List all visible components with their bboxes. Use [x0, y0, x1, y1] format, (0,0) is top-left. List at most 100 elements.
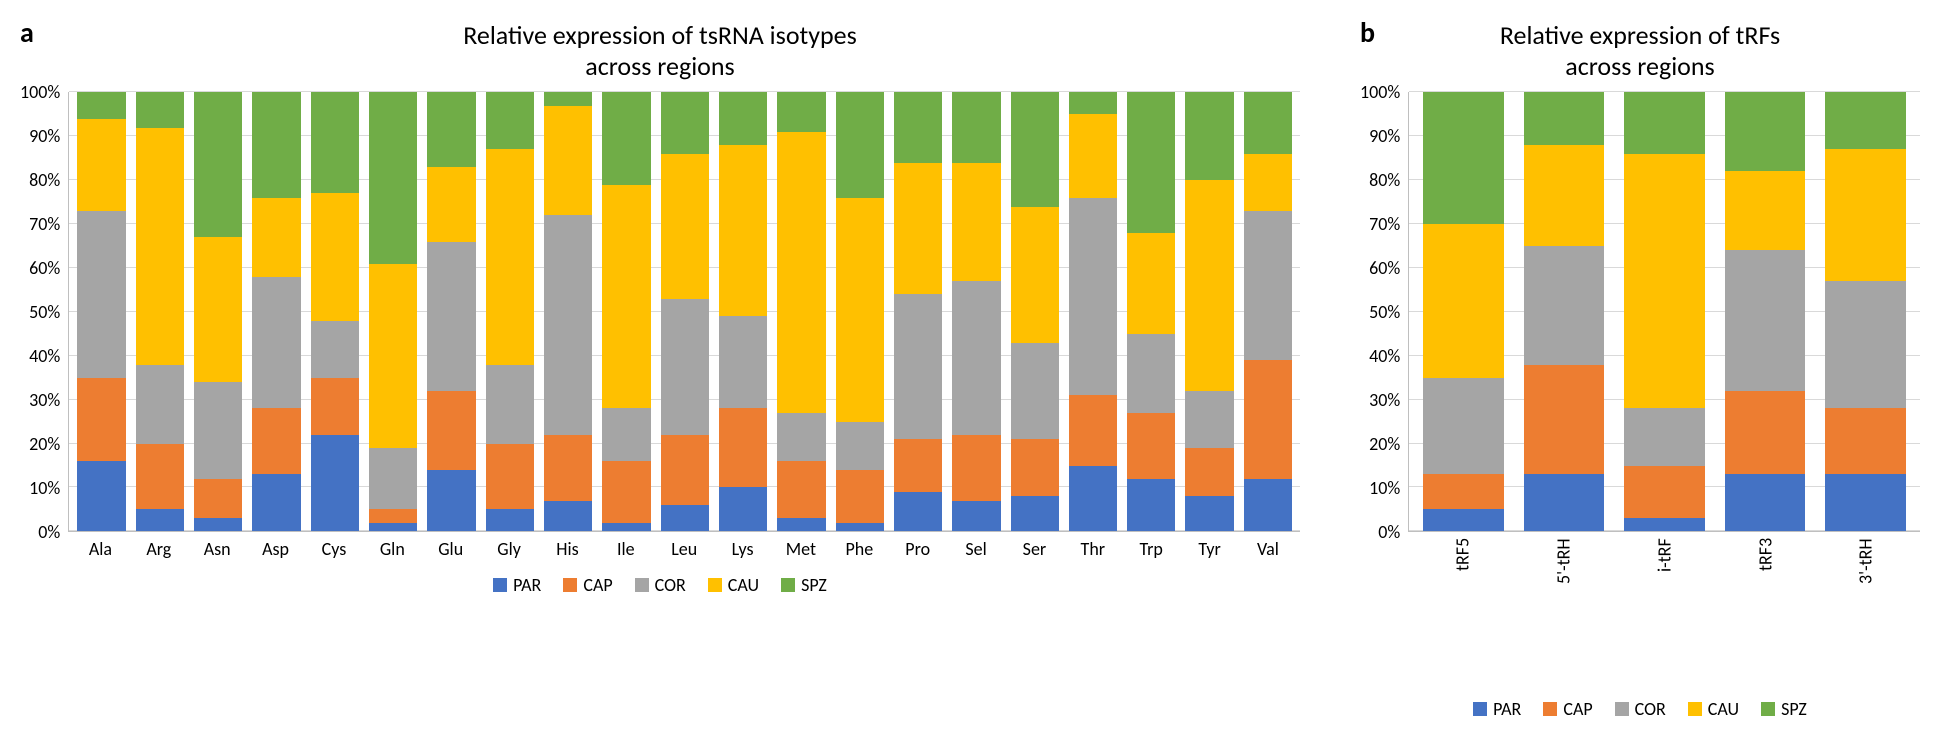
bar-Trp	[1127, 92, 1175, 531]
bar-Arg	[136, 92, 184, 531]
panel-b-y-axis: 100%90%80%70%60%50%40%30%20%10%0%	[1360, 92, 1408, 532]
legend-label: CAU	[728, 574, 759, 596]
seg-CAU	[1524, 145, 1605, 246]
seg-SPZ	[311, 92, 359, 193]
seg-CAP	[602, 461, 650, 522]
seg-CAP	[1244, 360, 1292, 479]
seg-CAU	[1185, 180, 1233, 391]
seg-SPZ	[544, 92, 592, 105]
legend-swatch	[635, 578, 649, 592]
seg-PAR	[1624, 518, 1705, 531]
x-label: His	[543, 538, 591, 560]
seg-COR	[1011, 343, 1059, 440]
panel-b-plot	[1408, 92, 1920, 532]
seg-CAP	[486, 444, 534, 510]
bar-Gly	[486, 92, 534, 531]
seg-PAR	[777, 518, 825, 531]
seg-COR	[1524, 246, 1605, 365]
seg-PAR	[77, 461, 125, 531]
legend-label: PAR	[1493, 698, 1521, 720]
seg-CAU	[1244, 154, 1292, 211]
seg-CAU	[427, 167, 475, 242]
seg-SPZ	[952, 92, 1000, 162]
seg-CAU	[1011, 207, 1059, 343]
legend-swatch	[1543, 702, 1557, 716]
seg-PAR	[719, 487, 767, 531]
panel-a-title: Relative expression of tsRNA isotypes ac…	[20, 20, 1300, 82]
panel-a-chart-area: 100%90%80%70%60%50%40%30%20%10%0% AlaArg…	[20, 92, 1300, 560]
bar-Val	[1244, 92, 1292, 531]
bar-tRF5	[1423, 92, 1504, 531]
seg-PAR	[602, 523, 650, 532]
x-label: Arg	[135, 538, 183, 560]
legend-item-SPZ: SPZ	[781, 574, 827, 596]
panel-b-plot-wrap: tRF55'-tRHi-tRFtRF33'-tRH	[1408, 92, 1920, 608]
seg-SPZ	[427, 92, 475, 167]
seg-SPZ	[1069, 92, 1117, 114]
x-label: Gly	[485, 538, 533, 560]
seg-PAR	[661, 505, 709, 531]
legend-swatch	[1688, 702, 1702, 716]
seg-PAR	[311, 435, 359, 532]
x-label: tRF3	[1725, 538, 1806, 608]
bar-Phe	[836, 92, 884, 531]
seg-CAP	[1624, 466, 1705, 519]
bar-i-tRF	[1624, 92, 1705, 531]
legend-swatch	[1473, 702, 1487, 716]
seg-COR	[719, 316, 767, 408]
seg-PAR	[427, 470, 475, 531]
seg-PAR	[369, 523, 417, 532]
seg-COR	[1725, 250, 1806, 390]
seg-SPZ	[661, 92, 709, 153]
legend-item-COR: COR	[635, 574, 686, 596]
legend-label: COR	[655, 574, 686, 596]
bar-His	[544, 92, 592, 531]
panel-a-plot	[68, 92, 1300, 532]
seg-SPZ	[1524, 92, 1605, 145]
seg-SPZ	[1127, 92, 1175, 232]
bar-5'-tRH	[1524, 92, 1605, 531]
seg-CAU	[1423, 224, 1504, 378]
legend-label: PAR	[513, 574, 541, 596]
seg-COR	[77, 211, 125, 378]
seg-COR	[836, 422, 884, 470]
x-label: 5'-tRH	[1523, 538, 1604, 608]
seg-COR	[194, 382, 242, 479]
seg-SPZ	[1725, 92, 1806, 171]
seg-PAR	[1127, 479, 1175, 532]
seg-PAR	[1725, 474, 1806, 531]
legend-item-CAU: CAU	[708, 574, 759, 596]
legend-swatch	[563, 578, 577, 592]
bar-Ile	[602, 92, 650, 531]
legend-label: CAP	[583, 574, 612, 596]
seg-PAR	[1011, 496, 1059, 531]
seg-CAP	[252, 408, 300, 474]
seg-CAP	[311, 378, 359, 435]
seg-PAR	[194, 518, 242, 531]
seg-SPZ	[194, 92, 242, 237]
bar-Glu	[427, 92, 475, 531]
bar-Leu	[661, 92, 709, 531]
seg-SPZ	[1423, 92, 1504, 224]
seg-CAP	[427, 391, 475, 470]
seg-PAR	[836, 523, 884, 532]
seg-SPZ	[1244, 92, 1292, 153]
seg-CAU	[836, 198, 884, 422]
legend-label: SPZ	[1781, 698, 1807, 720]
x-label: Thr	[1069, 538, 1117, 560]
x-label: i-tRF	[1624, 538, 1705, 608]
panel-a-title-line1: Relative expression of tsRNA isotypes	[463, 19, 857, 51]
seg-SPZ	[136, 92, 184, 127]
x-label: Cys	[310, 538, 358, 560]
seg-SPZ	[602, 92, 650, 184]
panel-a-label: a	[20, 15, 34, 50]
legend-swatch	[781, 578, 795, 592]
legend-item-CAU: CAU	[1688, 698, 1739, 720]
seg-CAP	[1725, 391, 1806, 474]
seg-CAP	[1011, 439, 1059, 496]
bar-Gln	[369, 92, 417, 531]
seg-SPZ	[1624, 92, 1705, 153]
x-label: Val	[1244, 538, 1292, 560]
seg-CAU	[602, 185, 650, 409]
seg-CAP	[194, 479, 242, 519]
